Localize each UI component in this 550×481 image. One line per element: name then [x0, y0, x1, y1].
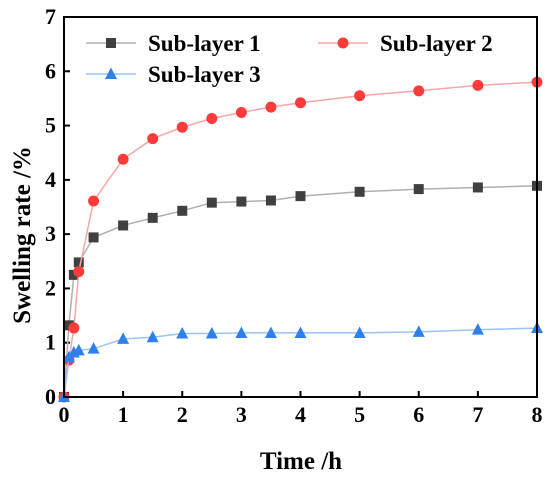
sub-layer-1-point [354, 186, 365, 197]
sub-layer-1-point [206, 197, 217, 208]
y-tick-label: 4 [45, 167, 56, 192]
sub-layer-2-point [472, 79, 484, 91]
sub-layer-3-point [117, 332, 130, 344]
sub-layer-3-point [294, 326, 307, 338]
sub-layer-3-point [264, 326, 277, 338]
sub-layer-1-point [118, 220, 129, 231]
sub-layer-2-point [68, 322, 80, 334]
y-tick-label: 0 [45, 384, 56, 409]
sub-layer-3-point [87, 342, 100, 354]
sub-layer-2-line [63, 81, 538, 398]
legend-marker [337, 37, 349, 49]
sub-layer-2-point [265, 101, 277, 113]
sub-layer-1-point [63, 320, 74, 331]
sub-layer-3-point [205, 326, 218, 339]
x-tick-label: 2 [177, 402, 188, 427]
plot-area-frame [63, 16, 538, 398]
sub-layer-2-point [235, 107, 247, 119]
sub-layer-1-series [59, 180, 542, 402]
sub-layer-3-line [63, 327, 538, 398]
x-tick-label: 8 [532, 402, 543, 427]
x-tick-label: 3 [236, 402, 247, 427]
sub-layer-1-point [68, 269, 79, 280]
sub-layer-1-point [147, 212, 158, 223]
sub-layer-2-point [117, 153, 129, 165]
x-tick-label: 6 [413, 402, 424, 427]
sub-layer-1-point [295, 191, 306, 202]
sub-layer-2-point [354, 90, 366, 102]
x-tick-label: 0 [59, 402, 70, 427]
x-tick-label: 1 [118, 402, 129, 427]
sub-layer-2-point [88, 195, 100, 207]
sub-layer-3-point [72, 343, 85, 356]
sub-layer-3-point [412, 325, 425, 337]
sub-layer-1-point [88, 232, 99, 243]
sub-layer-1-line [63, 185, 538, 398]
y-axis-title: Swelling rate /% [9, 146, 36, 324]
sub-layer-2-point [73, 266, 85, 278]
sub-layer-2-point [147, 133, 159, 145]
sub-layer-2-point [176, 121, 188, 133]
x-tick-label: 7 [472, 402, 483, 427]
sub-layer-3-point [471, 323, 484, 335]
y-tick-label: 1 [45, 330, 56, 355]
legend-item-sub-layer-2: Sub-layer 2 [318, 31, 493, 56]
x-tick-label: 5 [354, 402, 365, 427]
y-tick-label: 3 [45, 221, 56, 246]
legend-marker [105, 67, 117, 79]
y-tick-label: 2 [45, 275, 56, 300]
sub-layer-3-series [58, 321, 543, 402]
legend-marker [106, 38, 116, 48]
legend-label: Sub-layer 3 [148, 62, 261, 87]
sub-layer-2-point [295, 97, 306, 109]
sub-layer-2-series [58, 76, 543, 403]
y-tick-label: 6 [45, 58, 56, 83]
y-tick-label: 5 [45, 113, 56, 138]
sub-layer-1-point [177, 205, 188, 216]
sub-layer-3-point [176, 326, 189, 339]
sub-layer-1-point [265, 195, 276, 206]
legend-label: Sub-layer 2 [380, 31, 493, 56]
sub-layer-3-point [146, 330, 159, 343]
x-tick-label: 4 [295, 402, 306, 427]
legend-item-sub-layer-3: Sub-layer 3 [86, 62, 261, 87]
sub-layer-1-point [413, 184, 424, 195]
sub-layer-3-point [235, 326, 248, 338]
sub-layer-3-point [353, 326, 366, 338]
y-tick-label: 7 [45, 4, 56, 29]
sub-layer-1-point [472, 182, 483, 193]
sub-layer-1-point [73, 257, 84, 268]
sub-layer-1-point [236, 196, 247, 207]
x-axis-title: Time /h [260, 448, 342, 475]
sub-layer-2-point [413, 85, 425, 97]
legend-label: Sub-layer 1 [148, 31, 261, 56]
legend-item-sub-layer-1: Sub-layer 1 [86, 31, 261, 56]
sub-layer-2-point [206, 113, 218, 125]
